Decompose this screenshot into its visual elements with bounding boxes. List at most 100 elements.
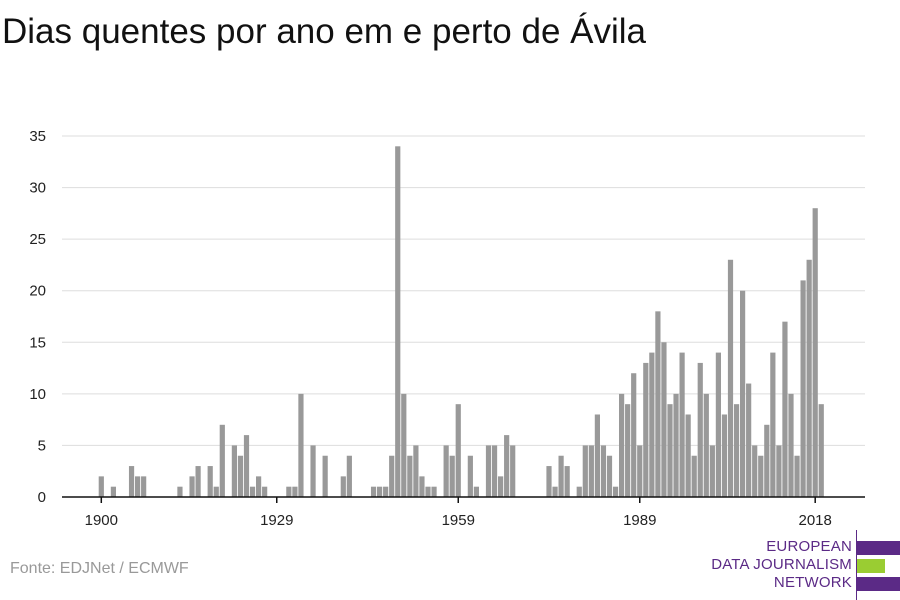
gridlines [62, 135, 865, 446]
bar-1987 [625, 404, 631, 497]
bar-1915 [189, 476, 195, 497]
x-tick-label: 1959 [442, 512, 475, 529]
y-tick-label: 20 [29, 283, 46, 300]
y-tick-label: 30 [29, 180, 46, 197]
x-axis: 1900 1929 1959 1989 2018 [62, 496, 865, 529]
bar-1961 [467, 455, 473, 497]
bar-1962 [473, 486, 479, 497]
bar-1941 [346, 455, 352, 497]
bar-1959 [455, 404, 461, 497]
bar-1925 [249, 486, 256, 497]
bar-2008 [752, 445, 758, 497]
bar-1905 [128, 466, 135, 497]
source-note: Fonte: EDJNet / ECMWF [10, 560, 189, 577]
bar-2006 [740, 290, 746, 497]
bar-chart: 0 5 10 15 20 25 30 35 1900 1929 1959 1989 2018 [29, 128, 865, 529]
bar-1950 [401, 393, 407, 497]
bar-2014 [788, 393, 794, 497]
bar-1949 [395, 146, 401, 497]
bar-1923 [237, 455, 244, 497]
bar-2012 [776, 445, 782, 497]
bar-1984 [606, 455, 613, 497]
bar-1991 [649, 352, 655, 497]
bar-1951 [407, 455, 413, 497]
bar-1913 [177, 486, 183, 497]
bar-1975 [552, 486, 558, 497]
x-tick-label: 1900 [85, 512, 118, 529]
bar-2011 [770, 352, 776, 497]
bar-1980 [582, 445, 588, 497]
logo-line-3: NETWORK [773, 574, 852, 591]
bar-1982 [594, 414, 600, 497]
bar-2000 [703, 393, 709, 497]
bar-2016 [800, 280, 806, 497]
bar-2003 [721, 414, 728, 497]
bar-1983 [600, 445, 607, 497]
y-tick-label: 25 [29, 231, 46, 248]
bar-1995 [673, 393, 679, 497]
bar-2010 [764, 424, 770, 497]
bar-2009 [758, 455, 764, 497]
bar-1955 [431, 486, 437, 497]
bar-1994 [667, 404, 673, 497]
bar-1989 [637, 445, 643, 497]
y-tick-label: 0 [38, 489, 46, 506]
bar-1919 [213, 486, 219, 497]
bar-1932 [292, 486, 298, 497]
bar-1906 [135, 476, 141, 497]
bar-2004 [727, 259, 734, 497]
bar-1985 [612, 486, 619, 497]
x-tick-label: 2018 [799, 512, 832, 529]
logo-bar-purple-bottom [857, 577, 900, 591]
bar-2001 [709, 445, 715, 497]
bar-1976 [558, 455, 564, 497]
bar-1981 [588, 445, 594, 497]
bar-1996 [679, 352, 685, 497]
bar-1967 [504, 435, 510, 497]
bar-1952 [413, 445, 419, 497]
bar-1937 [322, 455, 328, 497]
bar-1998 [691, 455, 697, 497]
bar-1924 [243, 435, 250, 497]
logo-divider [856, 530, 857, 600]
bar-1931 [286, 486, 292, 497]
bar-2017 [806, 259, 812, 497]
bar-1920 [219, 424, 225, 497]
bar-1933 [298, 393, 304, 497]
bar-1958 [449, 455, 455, 497]
bar-1990 [643, 362, 649, 497]
x-tick-label: 1989 [623, 512, 656, 529]
logo-bar-purple-top [857, 541, 900, 555]
logo-text: EUROPEAN DATA JOURNALISM NETWORK [711, 538, 852, 592]
bar-1964 [485, 445, 492, 497]
bar-1918 [207, 466, 213, 497]
bar-1900 [98, 476, 104, 497]
bar-1926 [256, 476, 262, 497]
bar-1979 [576, 486, 582, 497]
bar-2013 [782, 321, 788, 497]
bar-2018 [812, 208, 818, 497]
y-tick-label: 15 [29, 334, 46, 351]
bar-1922 [231, 445, 237, 497]
bar-1953 [419, 476, 425, 497]
bar-1974 [546, 466, 552, 497]
logo-bar-green [857, 559, 885, 573]
bar-1948 [389, 455, 395, 497]
bar-2005 [733, 404, 740, 497]
bar-1954 [425, 486, 431, 497]
bar-1957 [443, 445, 449, 497]
bar-2019 [818, 404, 824, 497]
bar-1993 [661, 342, 667, 497]
chart-title: Dias quentes por ano em e perto de Ávila [2, 12, 646, 51]
bar-1945 [370, 486, 377, 497]
bar-1999 [697, 362, 703, 497]
bar-1986 [619, 393, 625, 497]
bar-1902 [110, 486, 116, 497]
bar-1946 [377, 486, 383, 497]
bar-1977 [564, 466, 570, 497]
bar-1968 [510, 445, 516, 497]
edjnet-logo: EUROPEAN DATA JOURNALISM NETWORK [700, 530, 900, 600]
logo-line-1: EUROPEAN [766, 538, 852, 555]
bar-1965 [491, 445, 498, 497]
bar-1947 [383, 486, 389, 497]
